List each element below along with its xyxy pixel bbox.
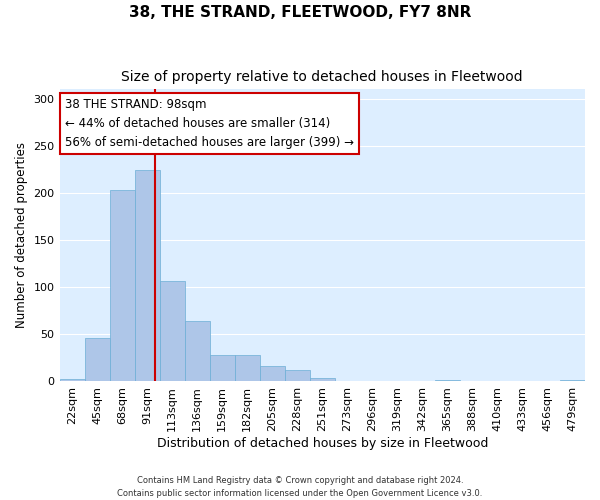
Bar xyxy=(209,355,235,382)
Bar xyxy=(235,355,260,382)
Bar xyxy=(560,380,585,382)
Bar xyxy=(260,366,285,382)
Bar xyxy=(285,370,310,382)
Bar xyxy=(435,380,460,382)
Bar xyxy=(160,280,185,382)
Text: 38, THE STRAND, FLEETWOOD, FY7 8NR: 38, THE STRAND, FLEETWOOD, FY7 8NR xyxy=(129,5,471,20)
X-axis label: Distribution of detached houses by size in Fleetwood: Distribution of detached houses by size … xyxy=(157,437,488,450)
Text: Contains HM Land Registry data © Crown copyright and database right 2024.
Contai: Contains HM Land Registry data © Crown c… xyxy=(118,476,482,498)
Bar xyxy=(85,338,110,382)
Bar xyxy=(134,170,160,382)
Bar xyxy=(110,190,134,382)
Bar xyxy=(59,378,85,382)
Bar xyxy=(310,378,335,382)
Bar xyxy=(360,380,385,382)
Bar xyxy=(185,321,209,382)
Y-axis label: Number of detached properties: Number of detached properties xyxy=(15,142,28,328)
Bar xyxy=(335,380,360,382)
Title: Size of property relative to detached houses in Fleetwood: Size of property relative to detached ho… xyxy=(121,70,523,84)
Text: 38 THE STRAND: 98sqm
← 44% of detached houses are smaller (314)
56% of semi-deta: 38 THE STRAND: 98sqm ← 44% of detached h… xyxy=(65,98,354,149)
